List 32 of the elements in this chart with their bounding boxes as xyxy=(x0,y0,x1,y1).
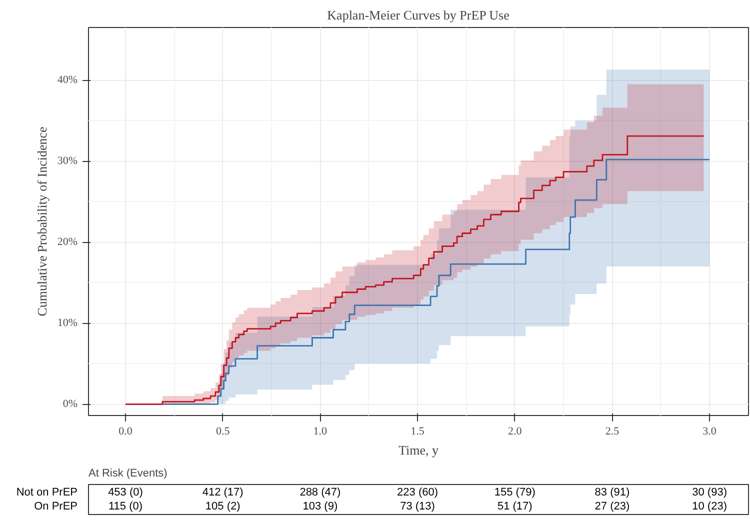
x-axis-title: Time, y xyxy=(398,442,439,458)
text: 223 (60) xyxy=(397,486,438,499)
x-tick-label: 0.5 xyxy=(216,426,230,438)
chart-title: Kaplan-Meier Curves by PrEP Use xyxy=(327,8,510,22)
category-label: Not on PrEP xyxy=(16,486,78,499)
text: 288 (47) xyxy=(300,486,341,499)
text: 83 (91) xyxy=(594,486,630,499)
x-tick-label: 2.0 xyxy=(508,426,522,438)
text: 73 (13) xyxy=(400,500,435,512)
text: 115 (0) xyxy=(108,500,143,512)
y-axis-title: Cumulative Probability of Incidence xyxy=(34,126,50,316)
text: 10 (23) xyxy=(692,500,727,512)
text: At Risk (Events) xyxy=(88,468,168,480)
text: 155 (79) xyxy=(494,486,536,499)
x-tick-label: 1.5 xyxy=(410,426,425,438)
y-tick-label: 40% xyxy=(57,74,78,86)
text: 412 (17) xyxy=(202,486,244,499)
text: 453 (0) xyxy=(108,486,143,499)
text: 103 (9) xyxy=(302,500,338,512)
y-tick-label: 0% xyxy=(62,398,78,410)
text: 27 (23) xyxy=(594,500,630,512)
x-tick-label: 0.0 xyxy=(118,426,133,438)
text: 30 (93) xyxy=(692,486,727,499)
category-label: On PrEP xyxy=(34,500,78,512)
text: 51 (17) xyxy=(497,500,532,512)
x-tick-label: 3.0 xyxy=(702,426,717,438)
text: 105 (2) xyxy=(205,500,240,512)
y-tick-label: 10% xyxy=(57,317,78,330)
y-tick-label: 20% xyxy=(57,236,78,248)
x-tick-label: 2.5 xyxy=(605,426,620,438)
x-tick-label: 1.0 xyxy=(313,426,328,438)
y-tick-label: 30% xyxy=(57,155,78,168)
